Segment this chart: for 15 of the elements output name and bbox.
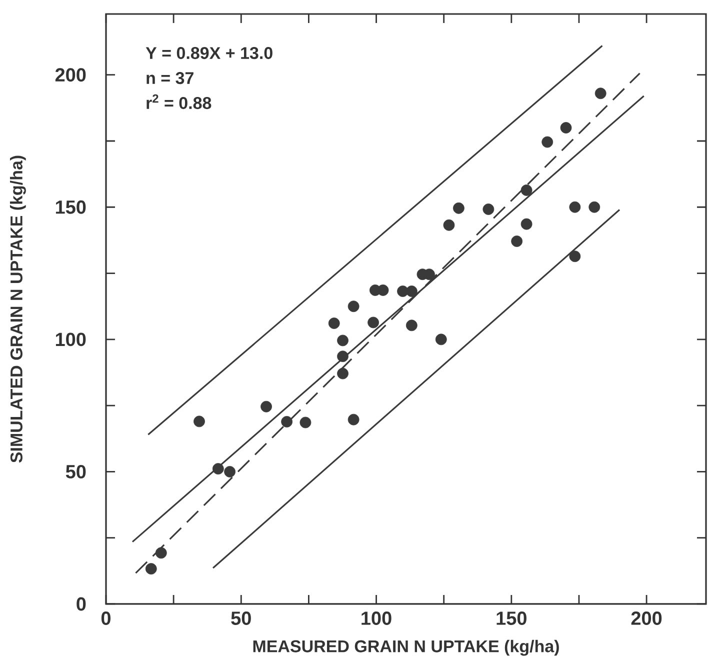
y-tick-label: 100 bbox=[56, 332, 86, 346]
annotation: n = 37 bbox=[146, 72, 194, 84]
y-tick-label: 150 bbox=[56, 200, 86, 214]
y-tick-label: 200 bbox=[55, 68, 86, 82]
y-tick-label: 50 bbox=[66, 464, 86, 478]
y-axis-title: SIMULATED GRAIN N UPTAKE (kg/ha) bbox=[10, 156, 26, 463]
x-axis-title: MEASURED GRAIN N UPTAKE (kg/ha) bbox=[253, 640, 559, 656]
x-tick-label: 50 bbox=[231, 612, 251, 625]
annotation: Y = 0.89X + 13.0 bbox=[146, 47, 272, 60]
x-tick-label: 150 bbox=[496, 612, 526, 625]
annotation: r$^{2}$ = 0.88 bbox=[146, 94, 212, 110]
y-tick-label: 0 bbox=[76, 597, 86, 611]
x-tick-label: 200 bbox=[631, 612, 662, 625]
x-tick-label: 0 bbox=[101, 612, 111, 625]
x-tick-label: 100 bbox=[362, 612, 392, 625]
